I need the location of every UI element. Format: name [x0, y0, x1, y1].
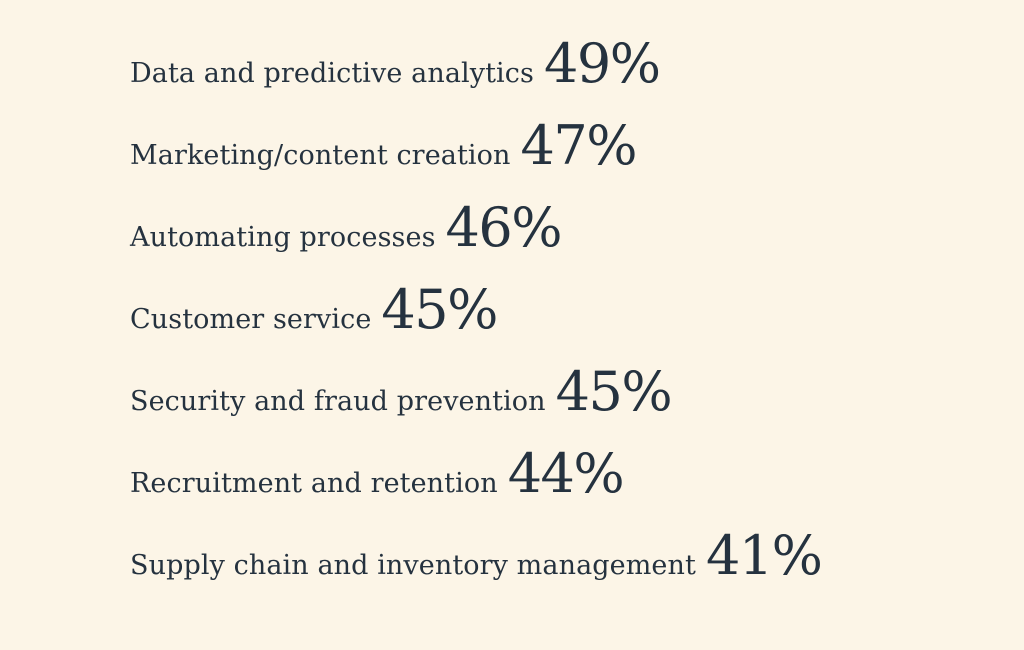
stat-percentage: 49% [543, 32, 661, 95]
stat-label: Recruitment and retention [130, 468, 498, 499]
stat-percentage: 45% [555, 360, 673, 423]
stat-label: Marketing/content creation [130, 140, 511, 171]
stat-item: Supply chain and inventory management 41… [130, 524, 823, 611]
stat-percentage: 41% [705, 524, 823, 587]
stat-percentage: 45% [381, 278, 498, 341]
stat-percentage: 47% [520, 114, 638, 177]
stat-item: Data and predictive analytics 49% [130, 37, 822, 119]
stat-item: Customer service 45% [130, 283, 822, 365]
stat-label: Supply chain and inventory management [130, 550, 696, 581]
stat-label: Customer service [130, 304, 372, 335]
stat-percentage: 44% [507, 442, 625, 505]
stat-item: Marketing/content creation 47% [130, 119, 822, 201]
stat-label: Data and predictive analytics [130, 58, 534, 89]
stat-item: Recruitment and retention 44% [130, 447, 822, 529]
stat-item: Automating processes 46% [130, 201, 822, 283]
stat-label: Automating processes [130, 222, 436, 253]
stat-label: Security and fraud prevention [130, 386, 546, 417]
stat-list: Data and predictive analytics 49% Market… [130, 37, 823, 611]
stat-percentage: 46% [445, 196, 563, 259]
stat-item: Security and fraud prevention 45% [130, 365, 822, 447]
